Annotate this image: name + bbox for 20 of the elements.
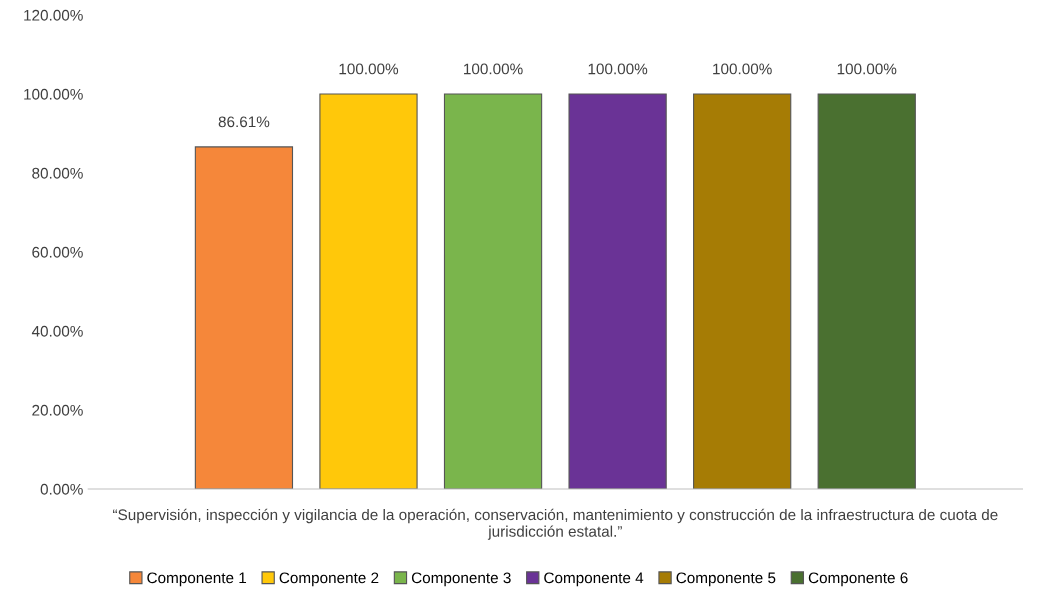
y-tick-label: 80.00%: [32, 167, 83, 179]
data-label: 100.00%: [339, 63, 399, 75]
legend-label: Componente 6: [808, 572, 908, 587]
legend-label: Componente 1: [147, 572, 247, 587]
data-label: 100.00%: [588, 63, 648, 75]
y-tick-label: 20.00%: [32, 404, 83, 416]
y-tick-label: 100.00%: [24, 88, 83, 100]
y-tick-label: 40.00%: [31, 325, 83, 337]
legend-label: Componente 2: [279, 572, 379, 587]
legend-label: Componente 3: [411, 572, 511, 587]
data-label: 100.00%: [464, 63, 523, 75]
data-label: 86.61%: [218, 116, 270, 128]
y-tick-label: 120.00%: [24, 9, 83, 21]
data-label: 100.00%: [837, 63, 897, 75]
data-label: 100.00%: [713, 63, 772, 75]
y-tick-label: 0.00%: [40, 483, 83, 495]
legend-label: Componente 4: [544, 572, 644, 587]
x-tick-label: “Supervisión, inspección y vigilancia de la operación, conservación, mantenimiento y construcción de la infraestructura de cuota de jurisdicción estatal.”: [113, 508, 998, 540]
y-tick-label: 60.00%: [32, 246, 83, 258]
legend-label: Componente 5: [676, 572, 776, 587]
